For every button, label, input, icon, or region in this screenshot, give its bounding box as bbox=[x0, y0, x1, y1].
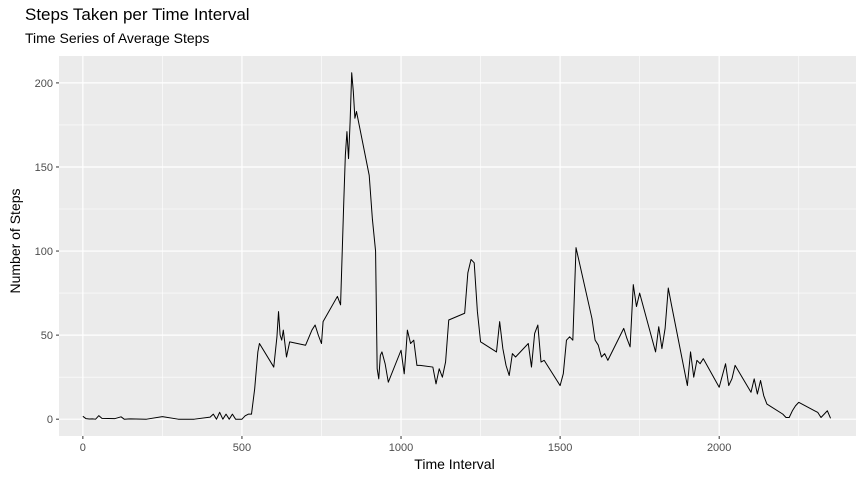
x-axis-label: Time Interval bbox=[414, 456, 495, 472]
series-line bbox=[82, 72, 832, 420]
y-tick-label: 0 bbox=[47, 414, 53, 426]
y-axis-label: Number of Steps bbox=[7, 188, 23, 294]
series-layer bbox=[82, 72, 832, 420]
y-tick-label: 100 bbox=[35, 246, 53, 258]
y-tick-label: 50 bbox=[41, 330, 53, 342]
x-tick-label: 2000 bbox=[707, 442, 731, 454]
chart-subtitle: Time Series of Average Steps bbox=[25, 30, 210, 46]
chart-title: Steps Taken per Time Interval bbox=[25, 5, 250, 24]
x-tick-label: 500 bbox=[233, 442, 251, 454]
x-tick-label: 1000 bbox=[389, 442, 413, 454]
y-tick-label: 150 bbox=[35, 162, 53, 174]
x-tick-label: 0 bbox=[80, 442, 86, 454]
y-tick-label: 200 bbox=[35, 78, 53, 90]
plot-panel bbox=[59, 56, 856, 436]
x-tick-label: 1500 bbox=[548, 442, 572, 454]
